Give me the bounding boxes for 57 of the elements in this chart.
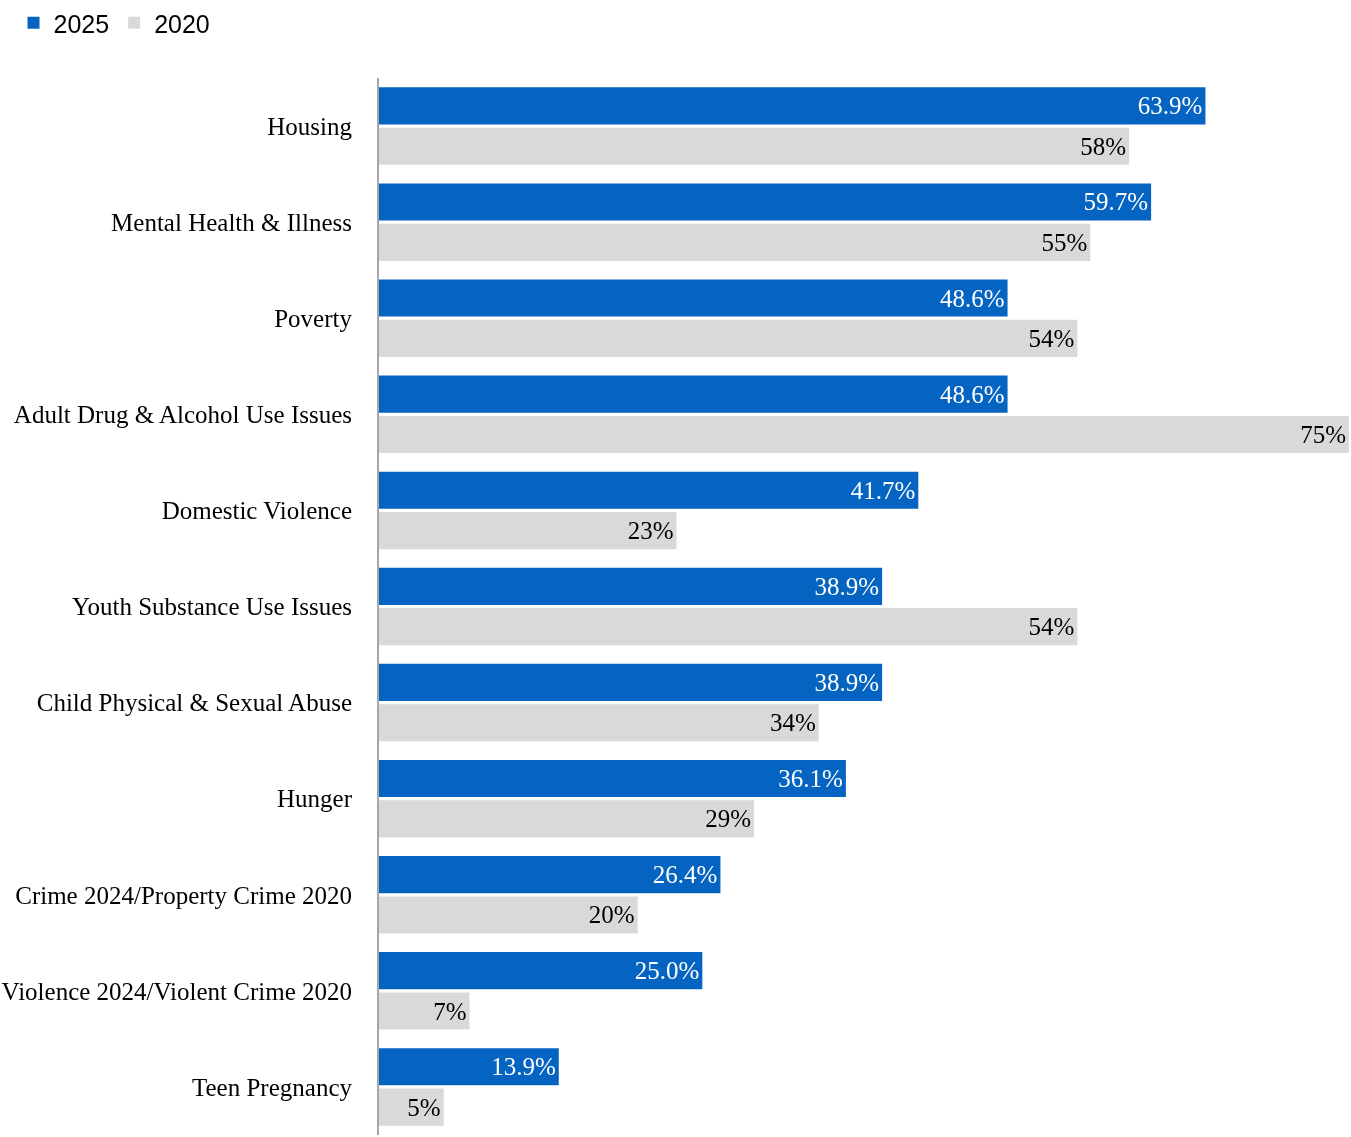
y-tick-label: Crime 2024/Property Crime 2020 bbox=[15, 881, 352, 909]
legend-label: 2020 bbox=[154, 9, 210, 38]
bar bbox=[379, 1088, 444, 1126]
data-label: 36.1% bbox=[778, 765, 843, 793]
y-tick-label: Child Physical & Sexual Abuse bbox=[36, 689, 352, 717]
bar bbox=[379, 87, 1206, 125]
bar bbox=[379, 704, 819, 742]
data-label: 48.6% bbox=[939, 380, 1005, 408]
legend-label: 2025 bbox=[53, 9, 110, 38]
data-label: 41.7% bbox=[850, 476, 916, 504]
bar bbox=[379, 319, 1078, 357]
y-tick-label: Youth Substance Use Issues bbox=[71, 593, 352, 621]
data-label: 20% bbox=[588, 901, 635, 929]
data-label: 38.9% bbox=[814, 668, 880, 696]
bar bbox=[379, 759, 846, 798]
data-label: 34% bbox=[769, 709, 816, 737]
bar bbox=[379, 471, 919, 509]
bar bbox=[379, 952, 703, 990]
bar bbox=[379, 856, 721, 894]
bar bbox=[379, 512, 677, 550]
data-label: 59.7% bbox=[1083, 188, 1149, 216]
bar bbox=[379, 567, 883, 605]
data-label: 25.0% bbox=[634, 957, 700, 985]
data-label: 58% bbox=[1080, 132, 1127, 160]
bar bbox=[379, 1048, 559, 1086]
y-tick-label: Adult Drug & Alcohol Use Issues bbox=[13, 401, 352, 429]
bar bbox=[379, 183, 1152, 221]
data-label: 7% bbox=[433, 997, 467, 1025]
data-label: 48.6% bbox=[939, 284, 1005, 312]
data-label: 26.4% bbox=[652, 861, 718, 889]
bar bbox=[379, 223, 1091, 261]
y-tick-label: Mental Health & Illness bbox=[111, 208, 352, 236]
y-tick-label: Domestic Violence bbox=[161, 497, 352, 525]
data-label: 23% bbox=[627, 517, 674, 545]
bar bbox=[379, 415, 1349, 454]
data-label: 75% bbox=[1300, 420, 1346, 448]
bar bbox=[379, 127, 1130, 165]
bar bbox=[379, 608, 1078, 646]
data-label: 29% bbox=[705, 805, 752, 833]
data-label: 54% bbox=[1028, 324, 1075, 352]
y-tick-label: Hunger bbox=[277, 785, 353, 813]
data-label: 13.9% bbox=[491, 1053, 556, 1081]
data-label: 38.9% bbox=[814, 572, 880, 600]
bar bbox=[379, 663, 883, 701]
bar bbox=[379, 896, 638, 934]
data-label: 54% bbox=[1028, 613, 1075, 641]
data-label: 55% bbox=[1041, 228, 1088, 256]
y-tick-label: Violence 2024/Violent Crime 2020 bbox=[1, 977, 352, 1005]
bar bbox=[379, 375, 1008, 413]
data-label: 63.9% bbox=[1137, 92, 1203, 120]
data-label: 5% bbox=[407, 1093, 441, 1121]
bar bbox=[379, 800, 755, 838]
y-tick-label: Poverty bbox=[274, 304, 353, 332]
y-tick-label: Teen Pregnancy bbox=[192, 1073, 353, 1101]
bar bbox=[379, 992, 470, 1030]
bar bbox=[379, 279, 1008, 317]
y-tick-label: Housing bbox=[267, 112, 353, 140]
